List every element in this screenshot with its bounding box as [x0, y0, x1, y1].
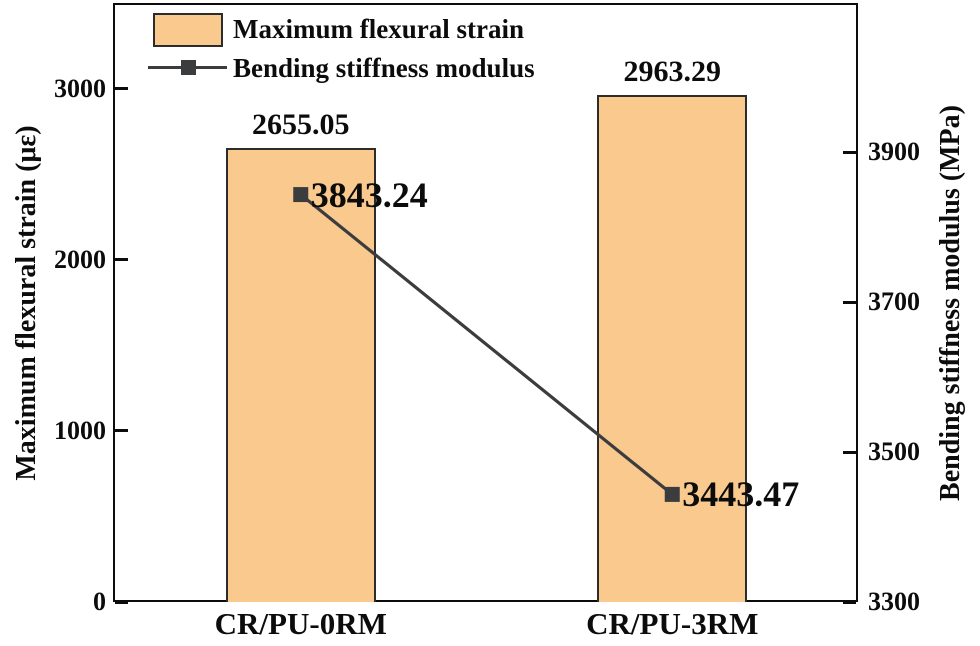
bar-CR/PU-3RM	[597, 95, 748, 602]
y-axis-left-tick-label: 3000	[54, 73, 106, 103]
y-axis-right-tick-mark	[843, 600, 856, 604]
line-point-label: 3443.47	[682, 474, 800, 515]
y-axis-left-tick-mark	[115, 600, 128, 604]
bar-value-label: 2963.29	[623, 55, 722, 89]
legend-label-flexural-strain: Maximum flexural strain	[233, 14, 524, 44]
y-axis-right-tick-mark	[843, 300, 856, 304]
y-axis-left-tick-mark	[115, 429, 128, 433]
y-axis-right-tick-label: 3900	[868, 137, 920, 166]
square-marker-icon	[293, 187, 309, 203]
bar-value-label: 2655.05	[252, 107, 350, 141]
legend-square-marker-icon	[181, 60, 196, 75]
y-axis-right-tick-label: 3500	[868, 437, 920, 466]
line-segment	[299, 193, 674, 496]
legend-bar-swatch	[153, 13, 223, 47]
x-tick-label-CR/PU-3RM: CR/PU-3RM	[586, 606, 759, 641]
y-axis-left-tick-label: 1000	[54, 415, 106, 445]
y-axis-right-tick-mark	[843, 150, 856, 154]
y-axis-right-title: Bending stiffness modulus (MPa)	[935, 105, 966, 501]
y-axis-right-tick-mark	[843, 450, 856, 454]
y-axis-left-tick-mark	[115, 87, 128, 91]
bending-stiffness-line	[293, 187, 680, 502]
square-marker-icon	[664, 486, 680, 502]
line-point-label: 3843.24	[310, 174, 428, 215]
y-axis-right-tick-label: 3700	[868, 287, 920, 316]
bar-CR/PU-0RM	[225, 147, 376, 602]
y-axis-right-tick-label: 3300	[868, 587, 920, 616]
legend-label-bending-stiffness: Bending stiffness modulus	[233, 53, 535, 83]
y-axis-left-tick-mark	[115, 258, 128, 262]
y-axis-left-tick-label: 2000	[54, 244, 106, 274]
x-tick-label-CR/PU-0RM: CR/PU-0RM	[214, 606, 387, 641]
y-axis-left-title: Maximum flexural strain (με)	[11, 125, 42, 481]
y-axis-left-tick-label: 0	[93, 587, 106, 616]
